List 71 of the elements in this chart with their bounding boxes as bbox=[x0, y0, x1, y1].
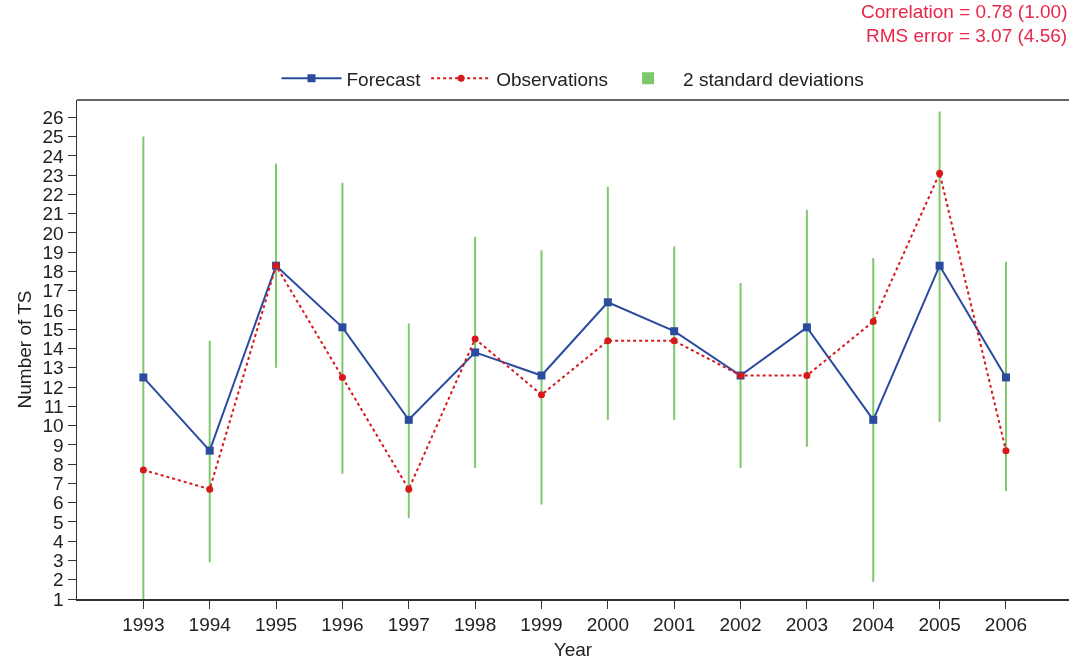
y-tick-label: 22 bbox=[42, 184, 64, 206]
text: Correlation = 0.78 (1.00) bbox=[861, 1, 1068, 22]
point bbox=[338, 323, 347, 332]
y-tick-label: 10 bbox=[42, 415, 64, 437]
x-tick-label: 2004 bbox=[852, 614, 895, 636]
point bbox=[206, 485, 214, 493]
x-tick-label: 2005 bbox=[918, 614, 961, 636]
y-tick-label: 20 bbox=[42, 222, 64, 244]
text: RMS error = 3.07 (4.56) bbox=[866, 25, 1068, 46]
y-tick-label: 3 bbox=[53, 550, 64, 572]
point bbox=[537, 371, 546, 380]
point bbox=[139, 466, 147, 474]
point bbox=[935, 261, 944, 270]
point bbox=[670, 337, 678, 345]
x-tick-label: 1995 bbox=[254, 614, 298, 636]
y-tick-label: 1 bbox=[53, 588, 64, 610]
y-tick-label: 13 bbox=[42, 357, 64, 379]
y-tick-label: 26 bbox=[42, 106, 64, 128]
point bbox=[869, 415, 878, 424]
y-tick-label: 7 bbox=[53, 473, 64, 495]
x-tick-label: 1994 bbox=[188, 614, 232, 636]
y-tick-label: 4 bbox=[53, 530, 65, 552]
y-tick-label: 12 bbox=[42, 376, 64, 398]
point bbox=[802, 323, 811, 332]
y-tick-label: 18 bbox=[42, 261, 64, 283]
point bbox=[404, 415, 413, 424]
x-tick-label: 1997 bbox=[387, 614, 430, 636]
x-tick-label: 2001 bbox=[653, 614, 696, 636]
y-tick-label: 15 bbox=[42, 318, 64, 340]
point bbox=[670, 327, 679, 336]
y-tick-label: 21 bbox=[42, 203, 64, 225]
point bbox=[604, 337, 612, 345]
y-tick-label: 5 bbox=[53, 511, 64, 533]
point bbox=[1001, 373, 1010, 382]
y-tick-label: 2 bbox=[53, 569, 64, 591]
point bbox=[405, 485, 413, 493]
x-tick-label: 1999 bbox=[520, 614, 563, 636]
x-tick-label: 2003 bbox=[785, 614, 829, 636]
point bbox=[936, 169, 944, 177]
y-tick-label: 14 bbox=[42, 338, 65, 360]
x-tick-label: 2002 bbox=[719, 614, 762, 636]
y-tick-label: 8 bbox=[53, 453, 64, 475]
y-tick-label: 23 bbox=[42, 164, 64, 186]
y-tick-label: 6 bbox=[53, 492, 64, 514]
point bbox=[471, 335, 479, 343]
legend-label: Observations bbox=[496, 68, 609, 90]
point bbox=[603, 298, 612, 307]
y-axis-title: Number of TS bbox=[13, 290, 35, 409]
y-tick-label: 17 bbox=[42, 280, 64, 302]
point bbox=[205, 446, 214, 455]
x-tick-label: 1996 bbox=[321, 614, 364, 636]
point bbox=[537, 391, 545, 399]
y-tick-label: 24 bbox=[42, 145, 65, 167]
x-tick-label: 1993 bbox=[122, 614, 165, 636]
x-tick-label: 2000 bbox=[586, 614, 629, 636]
point bbox=[338, 373, 346, 381]
x-tick-label: 2006 bbox=[984, 614, 1028, 636]
y-tick-label: 9 bbox=[53, 434, 64, 456]
y-tick-label: 16 bbox=[42, 299, 64, 321]
point bbox=[471, 348, 480, 357]
point bbox=[139, 373, 148, 382]
legend-label: 2 standard deviations bbox=[683, 68, 864, 90]
x-tick-label: 1998 bbox=[453, 614, 497, 636]
point bbox=[803, 372, 811, 380]
y-tick-label: 25 bbox=[42, 126, 64, 148]
x-axis-title: Year bbox=[553, 638, 593, 660]
y-tick-label: 19 bbox=[42, 241, 64, 263]
point bbox=[869, 318, 877, 326]
y-tick-label: 11 bbox=[43, 395, 64, 417]
point bbox=[1002, 447, 1010, 455]
legend-label: Forecast bbox=[346, 68, 422, 90]
